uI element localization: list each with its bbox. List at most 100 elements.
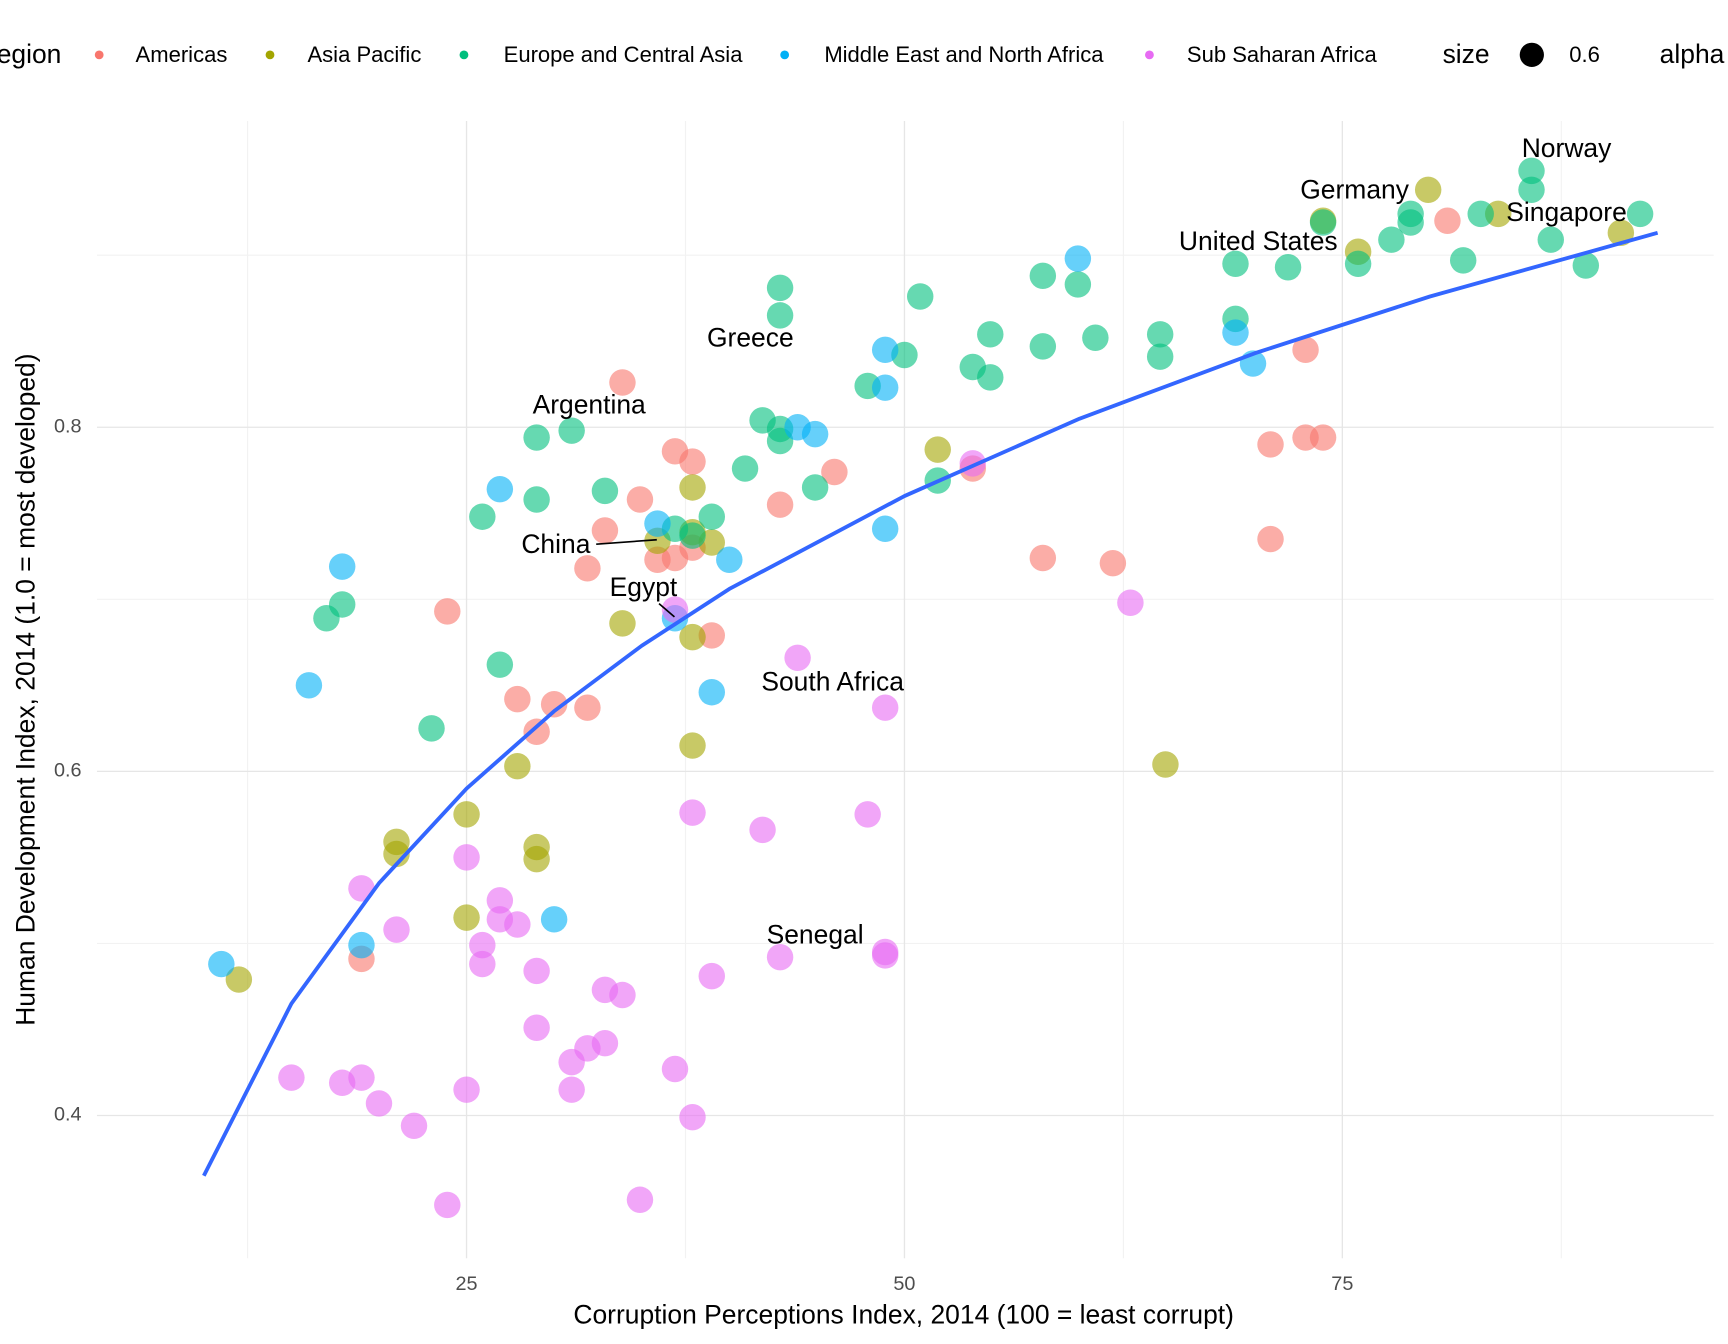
point bbox=[383, 916, 410, 943]
point bbox=[1344, 250, 1372, 278]
point bbox=[1082, 324, 1109, 351]
point bbox=[486, 651, 514, 678]
point bbox=[1029, 333, 1057, 360]
point bbox=[1292, 336, 1319, 364]
point bbox=[731, 455, 759, 482]
point bbox=[558, 1076, 585, 1103]
y-axis-title: Human Development Index, 2014 (1.0 = mos… bbox=[11, 353, 41, 1025]
point bbox=[453, 844, 480, 871]
point bbox=[679, 448, 706, 475]
x-tick-label: 50 bbox=[893, 1273, 915, 1295]
point bbox=[977, 321, 1004, 348]
point bbox=[626, 486, 654, 513]
point bbox=[208, 950, 235, 978]
annotation: Argentina bbox=[533, 390, 646, 420]
point bbox=[766, 274, 794, 302]
legend-key bbox=[780, 50, 790, 60]
legend-key bbox=[459, 50, 469, 60]
point bbox=[698, 503, 726, 530]
point bbox=[801, 420, 829, 448]
point bbox=[328, 1069, 356, 1097]
point bbox=[644, 510, 671, 537]
marks bbox=[202, 157, 1659, 1219]
point bbox=[1309, 424, 1337, 451]
point bbox=[469, 931, 496, 959]
point bbox=[871, 374, 899, 401]
point bbox=[486, 475, 514, 503]
point bbox=[1518, 157, 1545, 185]
point bbox=[1146, 343, 1174, 370]
annotation: Senegal bbox=[767, 920, 864, 950]
point bbox=[1378, 226, 1405, 253]
point bbox=[453, 801, 480, 828]
point bbox=[626, 1186, 654, 1214]
point bbox=[400, 1112, 428, 1140]
point bbox=[1146, 321, 1174, 348]
point bbox=[871, 336, 899, 364]
x-axis-title: Corruption Perceptions Index, 2014 (100 … bbox=[573, 1300, 1234, 1330]
annotation: Norway bbox=[1522, 133, 1612, 163]
point bbox=[1117, 589, 1144, 616]
point bbox=[679, 623, 706, 651]
point bbox=[453, 904, 480, 931]
point bbox=[365, 1090, 393, 1117]
point bbox=[871, 694, 899, 721]
point bbox=[679, 799, 706, 826]
point bbox=[523, 1014, 550, 1041]
point bbox=[871, 515, 899, 542]
point bbox=[766, 491, 794, 518]
legend-label: Sub Saharan Africa bbox=[1187, 42, 1378, 67]
legend-label: Asia Pacific bbox=[307, 42, 421, 67]
point bbox=[821, 458, 848, 486]
point bbox=[854, 801, 881, 828]
point bbox=[1397, 209, 1424, 236]
y-tick-label: 0.6 bbox=[54, 760, 82, 782]
point bbox=[383, 840, 410, 868]
point bbox=[698, 622, 726, 649]
point bbox=[418, 715, 445, 742]
point bbox=[716, 546, 743, 573]
point bbox=[906, 283, 934, 310]
point bbox=[434, 1191, 461, 1219]
point bbox=[574, 694, 601, 721]
point bbox=[871, 942, 899, 969]
point bbox=[679, 1103, 706, 1131]
point bbox=[1467, 200, 1494, 228]
point bbox=[1518, 176, 1545, 204]
annotation: China bbox=[521, 529, 590, 559]
annotation: Singapore bbox=[1506, 197, 1627, 227]
point bbox=[1626, 200, 1654, 228]
point bbox=[523, 718, 550, 746]
legend-label: Middle East and North Africa bbox=[824, 42, 1104, 67]
point bbox=[1257, 431, 1284, 458]
point bbox=[1222, 319, 1249, 346]
legend-key bbox=[1145, 50, 1154, 60]
x-tick-label: 75 bbox=[1331, 1273, 1353, 1295]
point bbox=[609, 369, 636, 396]
leader-line bbox=[596, 538, 657, 545]
point bbox=[523, 486, 550, 513]
point bbox=[1572, 252, 1600, 279]
point bbox=[679, 732, 706, 759]
point bbox=[434, 598, 461, 625]
point bbox=[348, 931, 375, 959]
point bbox=[558, 417, 585, 444]
annotation: Egypt bbox=[610, 572, 678, 602]
point bbox=[609, 610, 636, 637]
leader-line bbox=[658, 603, 675, 618]
legend-key bbox=[94, 50, 104, 60]
point bbox=[1257, 525, 1284, 553]
point bbox=[661, 544, 689, 572]
point bbox=[924, 436, 951, 463]
annotation: South Africa bbox=[761, 667, 904, 697]
point bbox=[574, 555, 601, 582]
point bbox=[801, 474, 829, 501]
point bbox=[328, 553, 356, 580]
grid bbox=[96, 120, 1714, 1259]
point bbox=[504, 685, 531, 713]
size-legend-key bbox=[1519, 42, 1544, 67]
point bbox=[469, 950, 496, 978]
point bbox=[784, 644, 811, 672]
annotation: Germany bbox=[1300, 175, 1410, 205]
